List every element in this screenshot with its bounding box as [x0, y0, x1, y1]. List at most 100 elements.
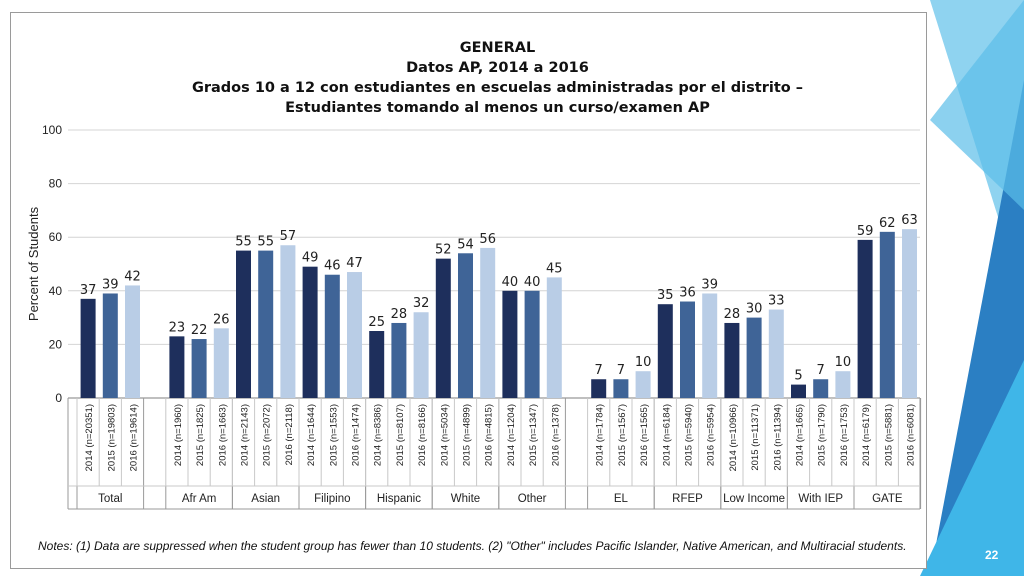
page-number: 22 — [985, 548, 999, 562]
bar — [347, 272, 362, 398]
data-label: 7 — [595, 363, 603, 378]
bar — [857, 239, 873, 398]
category-label: RFEP — [672, 493, 703, 505]
x-tick-label: 2014 (n=6184) — [661, 404, 672, 466]
category-label: Afr Am — [182, 493, 217, 505]
bar — [768, 309, 784, 398]
category-label: Hispanic — [377, 493, 421, 505]
y-axis-label: Percent of Students — [26, 206, 41, 321]
y-tick-label: 40 — [49, 284, 63, 298]
data-label: 28 — [724, 307, 741, 322]
bar — [125, 285, 140, 398]
x-tick-label: 2016 (n=5954) — [706, 404, 717, 466]
data-label: 54 — [457, 237, 474, 252]
data-label: 7 — [817, 363, 825, 378]
data-label: 40 — [524, 275, 541, 290]
bar — [502, 290, 518, 398]
title-line-1: GENERAL — [459, 40, 536, 56]
title-line-2: Datos AP, 2014 a 2016 — [406, 60, 589, 76]
data-label: 42 — [124, 269, 141, 284]
bar — [746, 317, 762, 398]
x-tick-label: 2015 (n=4899) — [462, 404, 473, 466]
x-tick-label: 2015 (n=11371) — [750, 404, 761, 471]
x-tick-label: 2015 (n=1825) — [195, 404, 206, 466]
bar — [546, 277, 562, 398]
x-tick-label: 2015 (n=1553) — [328, 404, 339, 466]
y-tick-label: 0 — [55, 391, 62, 405]
x-tick-label: 2014 (n=1204) — [506, 404, 517, 466]
bar — [813, 379, 829, 398]
bar — [702, 293, 718, 398]
bar — [835, 371, 851, 398]
y-tick-label: 80 — [49, 177, 63, 191]
category-label: Other — [518, 493, 547, 505]
x-tick-label: 2016 (n=11394) — [772, 404, 783, 471]
bar — [724, 322, 740, 398]
x-tick-label: 2015 (n=5940) — [684, 404, 695, 466]
x-tick-label: 2014 (n=1644) — [306, 404, 317, 466]
data-label: 55 — [257, 235, 274, 250]
x-tick-label: 2016 (n=1753) — [839, 404, 850, 466]
data-label: 10 — [835, 355, 852, 370]
x-tick-label: 2016 (n=8166) — [417, 404, 428, 466]
data-label: 52 — [435, 243, 452, 258]
category-label: With IEP — [798, 493, 843, 505]
bar — [280, 245, 296, 398]
data-label: 39 — [701, 277, 718, 292]
bar — [591, 379, 607, 398]
bar — [191, 339, 207, 398]
x-tick-label: 2014 (n=2143) — [240, 404, 251, 466]
x-tick-label: 2014 (n=1784) — [595, 404, 606, 466]
data-label: 63 — [901, 213, 918, 228]
data-label: 46 — [324, 259, 341, 274]
bar — [902, 229, 917, 398]
bar — [458, 253, 473, 398]
data-label: 47 — [346, 256, 363, 271]
x-tick-label: 2016 (n=4815) — [484, 404, 495, 466]
y-tick-label: 100 — [42, 123, 62, 137]
data-label: 62 — [879, 216, 896, 231]
x-tick-label: 2015 (n=1347) — [528, 404, 539, 466]
category-label: Asian — [251, 493, 280, 505]
data-label: 10 — [635, 355, 652, 370]
data-label: 40 — [502, 275, 519, 290]
data-label: 33 — [768, 294, 785, 309]
data-label: 37 — [80, 283, 97, 298]
category-label: Filipino — [314, 493, 350, 505]
data-label: 26 — [213, 312, 230, 327]
data-label: 45 — [546, 261, 563, 276]
category-label: Total — [98, 493, 122, 505]
title-line-4: Estudiantes tomando al menos un curso/ex… — [285, 100, 710, 116]
y-tick-label: 20 — [49, 337, 63, 351]
category-label: White — [451, 493, 480, 505]
x-tick-label: 2014 (n=5034) — [439, 404, 450, 466]
data-label: 30 — [746, 302, 763, 317]
data-label: 32 — [413, 296, 430, 311]
data-label: 22 — [191, 323, 208, 338]
title-line-3: Grados 10 a 12 con estudiantes en escuel… — [191, 80, 804, 96]
data-label: 25 — [368, 315, 385, 330]
bar — [391, 322, 407, 398]
bar — [213, 328, 229, 398]
chart-title: GENERAL Datos AP, 2014 a 2016 Grados 10 … — [10, 38, 985, 118]
x-tick-label: 2016 (n=1663) — [217, 404, 228, 466]
category-label: GATE — [872, 493, 903, 505]
decor-triangle-cyan — [920, 360, 1024, 576]
bar — [258, 250, 274, 398]
bar — [324, 274, 340, 398]
decor-strip — [930, 0, 1024, 210]
bar — [413, 312, 429, 398]
bar — [680, 301, 695, 398]
x-tick-label: 2015 (n=1567) — [617, 404, 628, 466]
x-tick-label: 2014 (n=20351) — [84, 404, 95, 471]
bar — [169, 336, 185, 398]
bar — [791, 384, 806, 398]
bar — [524, 290, 540, 398]
x-tick-label: 2014 (n=10966) — [728, 404, 739, 471]
bar — [435, 258, 451, 398]
category-label: EL — [614, 493, 629, 505]
x-tick-label: 2014 (n=1665) — [795, 404, 806, 466]
bar — [480, 247, 496, 398]
bar — [635, 371, 651, 398]
